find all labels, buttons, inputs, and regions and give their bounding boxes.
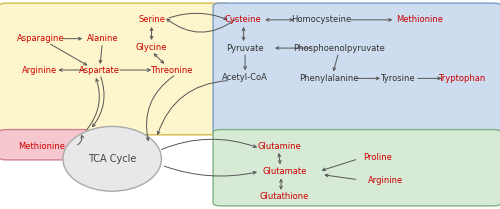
Text: Glutamate: Glutamate bbox=[262, 167, 306, 176]
Text: Glycine: Glycine bbox=[136, 42, 168, 52]
Text: Aspartate: Aspartate bbox=[80, 65, 120, 75]
FancyBboxPatch shape bbox=[0, 3, 230, 135]
FancyBboxPatch shape bbox=[213, 130, 500, 206]
Text: Glutathione: Glutathione bbox=[260, 192, 309, 201]
Text: Methionine: Methionine bbox=[18, 142, 65, 151]
Text: Asparagine: Asparagine bbox=[17, 34, 64, 43]
FancyBboxPatch shape bbox=[213, 3, 500, 135]
Text: Serine: Serine bbox=[138, 15, 165, 24]
Text: Tyrosine: Tyrosine bbox=[380, 74, 415, 83]
Text: Phenylalanine: Phenylalanine bbox=[299, 74, 358, 83]
Text: Threonine: Threonine bbox=[150, 65, 192, 75]
Text: Methionine: Methionine bbox=[396, 15, 444, 24]
Text: TCA Cycle: TCA Cycle bbox=[88, 154, 136, 164]
Text: Arginine: Arginine bbox=[368, 176, 403, 185]
Ellipse shape bbox=[63, 126, 162, 191]
Text: Acetyl-CoA: Acetyl-CoA bbox=[222, 73, 268, 82]
FancyBboxPatch shape bbox=[0, 130, 90, 160]
Text: Pyruvate: Pyruvate bbox=[226, 43, 264, 53]
Text: Glutamine: Glutamine bbox=[258, 142, 302, 151]
Text: Tryptophan: Tryptophan bbox=[438, 74, 486, 83]
Text: Homocysteine: Homocysteine bbox=[292, 15, 352, 24]
Text: Proline: Proline bbox=[364, 153, 392, 162]
Text: Alanine: Alanine bbox=[86, 34, 118, 43]
Text: Arginine: Arginine bbox=[22, 65, 57, 75]
Text: Cysteine: Cysteine bbox=[224, 15, 261, 24]
Text: Phosphoenolpyruvate: Phosphoenolpyruvate bbox=[292, 43, 384, 53]
